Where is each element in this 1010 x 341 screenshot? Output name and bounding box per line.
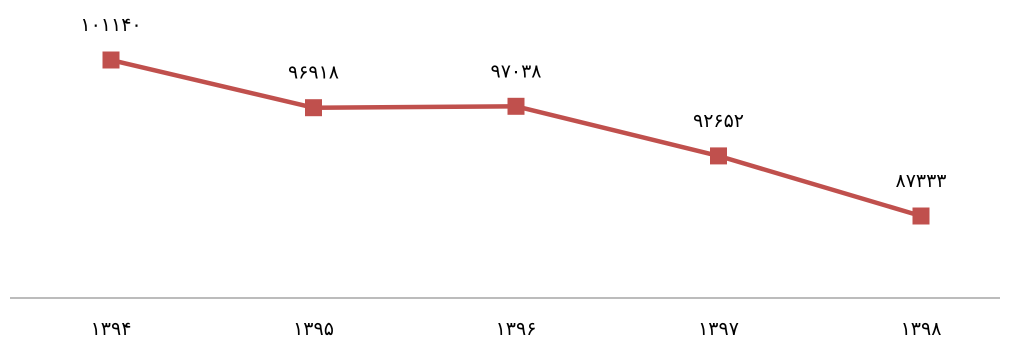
data-label: ۹۲۶۵۲ <box>693 110 744 132</box>
data-label: ۹۶۹۱۸ <box>288 62 339 84</box>
data-point-marker <box>507 97 525 115</box>
series-layer <box>110 57 922 219</box>
data-point-marker <box>305 99 322 117</box>
data-label: ۹۷۰۳۸ <box>490 60 541 82</box>
data-point-marker <box>710 147 727 165</box>
data-label: ۸۷۳۳۳ <box>895 170 946 192</box>
data-labels-layer: ۱۰۱۱۴۰ ۹۶۹۱۸ ۹۷۰۳۸ ۹۲۶۵۲ ۸۷۳۳۳ <box>80 14 946 192</box>
markers-layer <box>102 51 930 225</box>
x-tick-labels-layer: ۱۳۹۴ ۱۳۹۵ ۱۳۹۶ ۱۳۹۷ ۱۳۹۸ <box>91 318 942 340</box>
x-tick-label: ۱۳۹۷ <box>698 318 739 340</box>
data-label: ۱۰۱۱۴۰ <box>80 14 141 36</box>
x-tick-label: ۱۳۹۸ <box>901 318 942 340</box>
x-tick-label: ۱۳۹۴ <box>91 318 132 340</box>
data-point-marker <box>102 51 120 69</box>
x-tick-label: ۱۳۹۶ <box>496 318 537 340</box>
data-point-marker <box>912 207 930 225</box>
series-line <box>110 57 922 219</box>
x-tick-label: ۱۳۹۵ <box>293 318 334 340</box>
